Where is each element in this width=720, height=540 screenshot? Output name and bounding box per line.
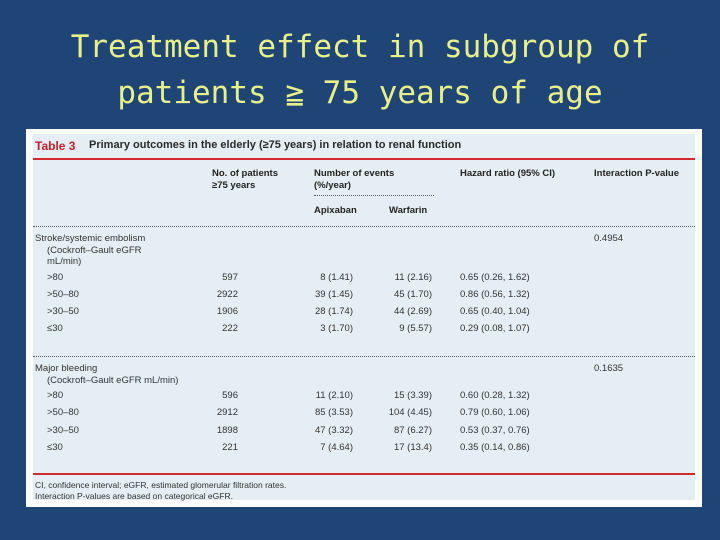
row-warfarin-events: 9 (5.57)	[399, 323, 432, 335]
row-egfr-group: >50–80	[47, 288, 79, 300]
slide-title-line-2: patients ≧ 75 years of age	[117, 75, 603, 111]
row-apixaban-events: 47 (3.32)	[314, 424, 353, 436]
col-header-apixaban: Apixaban	[314, 205, 357, 216]
section-title-line: Major bleeding	[35, 363, 98, 374]
col-header-events-sub: (%/year)	[314, 180, 351, 191]
row-hazard-ratio: 0.35 (0.14, 0.86)	[460, 441, 530, 453]
row-warfarin-events: 45 (1.70)	[393, 288, 432, 300]
section-title-line: mL/min)	[47, 256, 82, 267]
section-separator	[33, 356, 695, 357]
row-warfarin-events: 104 (4.45)	[388, 407, 432, 419]
events-rule	[314, 195, 434, 196]
row-egfr-group: ≤30	[47, 441, 63, 453]
section-title-line: (Cockroft–Gault eGFR mL/min)	[47, 374, 179, 386]
table-body: Table 3 Primary outcomes in the elderly …	[33, 134, 695, 501]
row-warfarin-events: 44 (2.69)	[393, 306, 432, 318]
table-label: Table 3	[35, 139, 76, 153]
slide-title-line-1: Treatment effect in subgroup of	[70, 29, 650, 65]
row-egfr-group: >80	[47, 271, 64, 283]
col-header-warfarin: Warfarin	[389, 205, 428, 216]
row-patient-count: 596	[222, 390, 238, 401]
row-hazard-ratio: 0.79 (0.60, 1.06)	[460, 407, 530, 419]
row-hazard-ratio: 0.65 (0.26, 1.62)	[460, 271, 530, 283]
col-header-hazard: Hazard ratio (95% CI)	[460, 168, 556, 179]
row-hazard-ratio: 0.65 (0.40, 1.04)	[460, 306, 530, 318]
interaction-p-value: 0.1635	[594, 363, 624, 374]
row-apixaban-events: 7 (4.64)	[320, 441, 353, 453]
col-header-events: Number of events	[314, 168, 395, 179]
table-panel: Table 3 Primary outcomes in the elderly …	[26, 129, 702, 507]
row-warfarin-events: 87 (6.27)	[393, 424, 432, 436]
row-apixaban-events: 85 (3.53)	[314, 407, 353, 419]
row-hazard-ratio: 0.60 (0.28, 1.32)	[460, 390, 530, 401]
header-bottom-rule	[33, 226, 695, 227]
row-patient-count: 2912	[216, 407, 238, 419]
row-egfr-group: >30–50	[47, 306, 79, 318]
row-patient-count: 1898	[216, 424, 238, 436]
section-title-line: (Cockroft–Gault eGFR	[47, 244, 142, 256]
row-patient-count: 221	[222, 441, 238, 453]
col-header-interaction: Interaction P-value	[594, 168, 679, 179]
interaction-p-value: 0.4954	[594, 233, 624, 244]
section-title-line: Stroke/systemic embolism	[35, 233, 146, 244]
row-patient-count: 1906	[216, 306, 238, 318]
row-patient-count: 222	[222, 323, 238, 335]
row-hazard-ratio: 0.86 (0.56, 1.32)	[460, 288, 530, 300]
row-warfarin-events: 17 (13.4)	[393, 441, 432, 453]
row-apixaban-events: 11 (2.10)	[315, 390, 353, 401]
row-hazard-ratio: 0.53 (0.37, 0.76)	[460, 424, 530, 436]
footer-rule	[33, 473, 695, 475]
row-apixaban-events: 28 (1.74)	[314, 306, 353, 318]
row-warfarin-events: 11 (2.16)	[394, 271, 432, 283]
footnote-2: Interaction P-values are based on catego…	[35, 491, 233, 501]
row-warfarin-events: 15 (3.39)	[393, 390, 432, 401]
slide-title: Treatment effect in subgroup of patients…	[0, 24, 720, 116]
col-header-patients: No. of patients	[212, 168, 278, 179]
col-header-patients-sub: ≥75 years	[212, 180, 256, 191]
header-rule	[33, 158, 695, 160]
table-header-bar: Table 3 Primary outcomes in the elderly …	[33, 134, 695, 158]
table-caption: Primary outcomes in the elderly (≥75 yea…	[89, 139, 462, 151]
row-egfr-group: >80	[47, 390, 64, 401]
row-apixaban-events: 39 (1.45)	[314, 288, 353, 300]
row-apixaban-events: 3 (1.70)	[320, 323, 353, 335]
footnote-1: CI, confidence interval; eGFR, estimated…	[35, 480, 287, 490]
row-egfr-group: ≤30	[47, 323, 63, 335]
row-apixaban-events: 8 (1.41)	[320, 271, 353, 283]
row-egfr-group: >30–50	[47, 424, 79, 436]
row-hazard-ratio: 0.29 (0.08, 1.07)	[460, 323, 530, 335]
row-patient-count: 597	[222, 271, 238, 283]
row-egfr-group: >50–80	[47, 407, 79, 419]
row-patient-count: 2922	[216, 288, 238, 300]
